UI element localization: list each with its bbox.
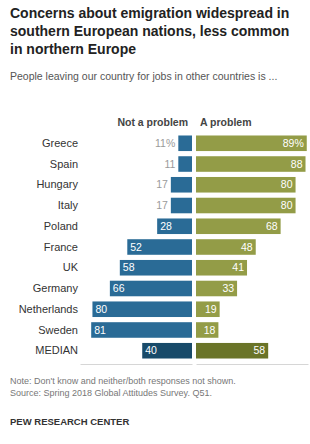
data-label: 58	[123, 261, 135, 273]
data-label: 19	[205, 303, 217, 315]
text-line: Concerns about emigration widespread in	[10, 5, 289, 21]
tick-label: Italy	[58, 199, 79, 211]
bars	[91, 135, 307, 358]
axis-line	[81, 364, 193, 365]
bar	[171, 198, 192, 214]
data-label: 18	[204, 324, 216, 336]
bar	[196, 198, 296, 214]
data-label: 17	[156, 199, 168, 211]
data-label: 33	[222, 282, 234, 294]
data-label: 68	[266, 220, 278, 232]
tick: MEDIAN	[35, 344, 78, 356]
data-label: 80	[281, 199, 293, 211]
tick: Italy	[58, 199, 79, 211]
title: Concerns about emigration widespread in s…	[10, 5, 289, 57]
data-labels: 11%1117172852586680814089%88808068484133…	[94, 137, 304, 356]
data-label: 11%	[155, 137, 175, 149]
data-label: 58	[253, 344, 265, 356]
bar	[127, 239, 192, 255]
data-label: 28	[160, 220, 172, 232]
data-label: 80	[281, 178, 293, 190]
data-label: 89%	[283, 137, 304, 149]
x-axis	[197, 364, 309, 365]
text-line: in northern Europe	[10, 41, 136, 57]
data-label: 41	[232, 261, 244, 273]
tick-label: Hungary	[36, 178, 78, 190]
bar	[110, 281, 192, 297]
bar	[196, 156, 306, 172]
data-label: 81	[94, 324, 106, 336]
tick-label: MEDIAN	[35, 344, 78, 356]
axis-line	[197, 364, 309, 365]
tick: Sweden	[38, 324, 78, 336]
tick-label: Poland	[44, 220, 78, 232]
data-label: 52	[130, 241, 142, 253]
legend-label: A problem	[200, 116, 252, 128]
bar	[178, 135, 192, 151]
bar	[196, 177, 296, 193]
tick: UK	[63, 261, 79, 273]
text-line: People leaving our country for jobs in o…	[10, 70, 277, 82]
y-axis: Greece Spain Hungary Italy Poland France UK Ger…	[19, 137, 79, 356]
x-axis	[81, 364, 193, 365]
credit: PEW RESEARCH CENTER	[10, 416, 129, 427]
note: Source: Spring 2018 Global Attitudes Sur…	[10, 388, 212, 398]
tick-label: UK	[63, 261, 79, 273]
bar	[196, 281, 237, 297]
tick-label: Spain	[50, 158, 78, 170]
bar	[120, 260, 192, 276]
subtitle: People leaving our country for jobs in o…	[10, 70, 277, 82]
data-label: 11	[164, 158, 175, 170]
tick: Germany	[33, 282, 79, 294]
bar	[196, 218, 281, 234]
tick: Hungary	[36, 178, 78, 190]
bar	[196, 135, 307, 151]
bar	[157, 218, 192, 234]
chart: Concerns about emigration widespread in s…	[0, 0, 310, 444]
data-label: 80	[95, 303, 107, 315]
data-label: 40	[145, 344, 157, 356]
data-label: 17	[156, 178, 168, 190]
note: Note: Don't know and neither/both respon…	[10, 376, 236, 386]
tick: Spain	[50, 158, 78, 170]
bar	[196, 322, 218, 338]
legend-label: Not a problem	[117, 116, 188, 128]
tick: Poland	[44, 220, 78, 232]
tick: Netherlands	[19, 303, 79, 315]
bar	[171, 177, 192, 193]
tick-label: Sweden	[38, 324, 78, 336]
text-line: southern European nations, less common	[10, 23, 289, 39]
bar	[196, 260, 247, 276]
data-label: 66	[113, 282, 125, 294]
data-label: 48	[241, 241, 253, 253]
bar	[92, 301, 192, 317]
tick-label: Germany	[33, 282, 79, 294]
tick-label: France	[44, 241, 78, 253]
bar	[196, 239, 256, 255]
bar	[91, 322, 192, 338]
bar	[196, 343, 268, 359]
bar	[178, 156, 192, 172]
tick-label: Greece	[42, 137, 78, 149]
bar	[196, 301, 220, 317]
tick: Greece	[42, 137, 78, 149]
tick: France	[44, 241, 78, 253]
tick-label: Netherlands	[19, 303, 79, 315]
bar	[142, 343, 192, 359]
data-label: 88	[291, 158, 303, 170]
